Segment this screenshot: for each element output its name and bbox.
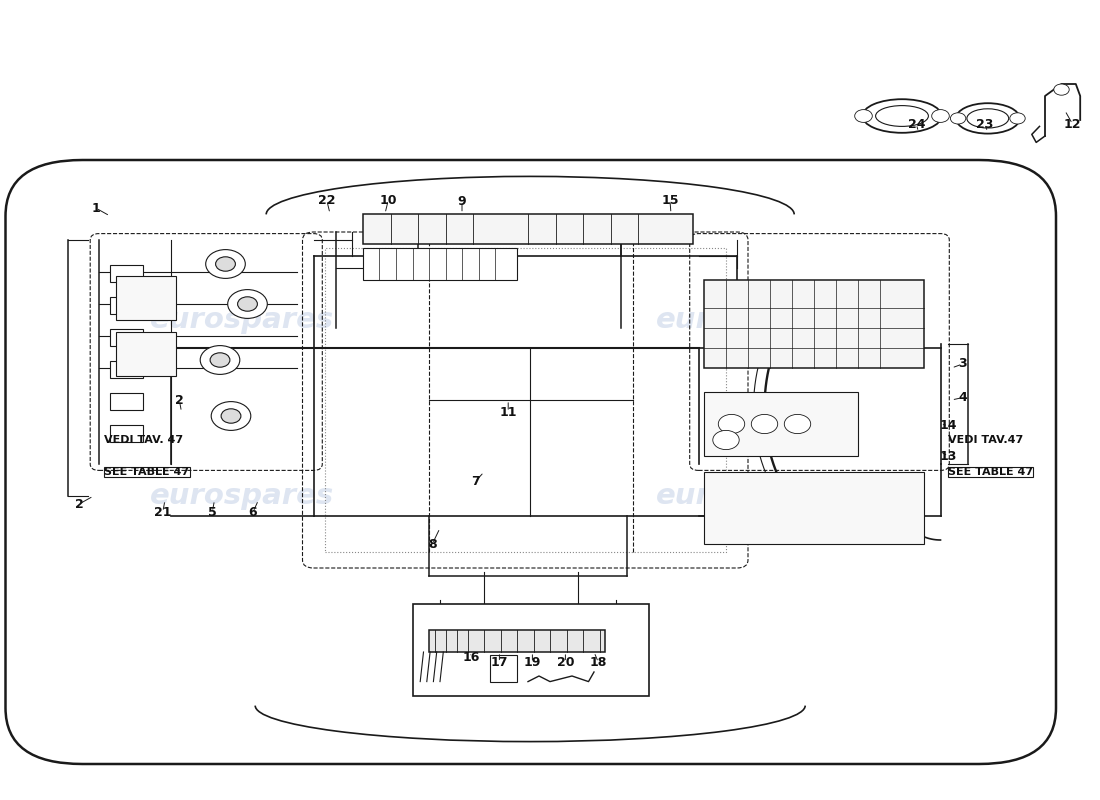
Text: 9: 9	[458, 195, 466, 208]
Text: 24: 24	[908, 118, 925, 130]
Bar	[704, 472, 924, 544]
Bar	[412, 604, 649, 696]
Text: eurospares: eurospares	[150, 306, 334, 334]
Bar	[110, 297, 143, 314]
Circle shape	[211, 402, 251, 430]
Circle shape	[784, 414, 811, 434]
Text: SEE TABLE 47: SEE TABLE 47	[104, 467, 189, 477]
Text: 5: 5	[208, 506, 217, 518]
Text: 10: 10	[379, 194, 397, 206]
Text: VEDI TAV. 47: VEDI TAV. 47	[104, 435, 184, 445]
Circle shape	[713, 430, 739, 450]
Circle shape	[1054, 84, 1069, 95]
Text: 23: 23	[976, 118, 993, 130]
Bar	[110, 265, 143, 282]
Text: 2: 2	[75, 498, 84, 510]
Text: 16: 16	[462, 651, 480, 664]
Bar	[704, 392, 858, 456]
Circle shape	[1010, 113, 1025, 124]
Circle shape	[216, 257, 235, 271]
Circle shape	[200, 346, 240, 374]
Circle shape	[228, 290, 267, 318]
Bar	[490, 655, 517, 682]
Ellipse shape	[956, 103, 1020, 134]
Text: 19: 19	[524, 656, 541, 669]
Bar	[110, 393, 143, 410]
Circle shape	[206, 250, 245, 278]
Text: 4: 4	[958, 391, 967, 404]
Circle shape	[718, 414, 745, 434]
Text: 7: 7	[471, 475, 480, 488]
Text: 2: 2	[175, 394, 184, 406]
Circle shape	[950, 113, 966, 124]
Text: 22: 22	[318, 194, 336, 206]
Text: eurospares: eurospares	[656, 306, 840, 334]
Bar	[363, 248, 517, 280]
Circle shape	[210, 353, 230, 367]
Bar	[110, 425, 143, 442]
Text: 8: 8	[428, 538, 437, 550]
Text: 14: 14	[939, 419, 957, 432]
Circle shape	[238, 297, 257, 311]
Bar	[704, 280, 924, 368]
Bar	[363, 214, 693, 244]
Bar	[110, 361, 143, 378]
Bar	[324, 248, 726, 552]
Text: 6: 6	[249, 506, 257, 518]
Bar	[429, 630, 605, 652]
Text: VEDI TAV.47: VEDI TAV.47	[948, 435, 1023, 445]
Bar	[116, 332, 176, 376]
Text: 21: 21	[154, 506, 172, 518]
Circle shape	[932, 110, 949, 122]
Text: 20: 20	[557, 656, 574, 669]
Text: 1: 1	[91, 202, 100, 214]
Ellipse shape	[862, 99, 942, 133]
Text: SEE TABLE 47: SEE TABLE 47	[948, 467, 1033, 477]
Text: 11: 11	[499, 406, 517, 418]
Circle shape	[855, 110, 872, 122]
Text: 15: 15	[661, 194, 679, 206]
Text: 3: 3	[958, 358, 967, 370]
Text: 17: 17	[491, 656, 508, 669]
Text: eurospares: eurospares	[150, 482, 334, 510]
Bar	[110, 329, 143, 346]
Bar	[116, 276, 176, 320]
Text: 12: 12	[1064, 118, 1081, 130]
Text: 13: 13	[939, 450, 957, 462]
Text: eurospares: eurospares	[656, 482, 840, 510]
Circle shape	[751, 414, 778, 434]
Text: 18: 18	[590, 656, 607, 669]
Circle shape	[221, 409, 241, 423]
